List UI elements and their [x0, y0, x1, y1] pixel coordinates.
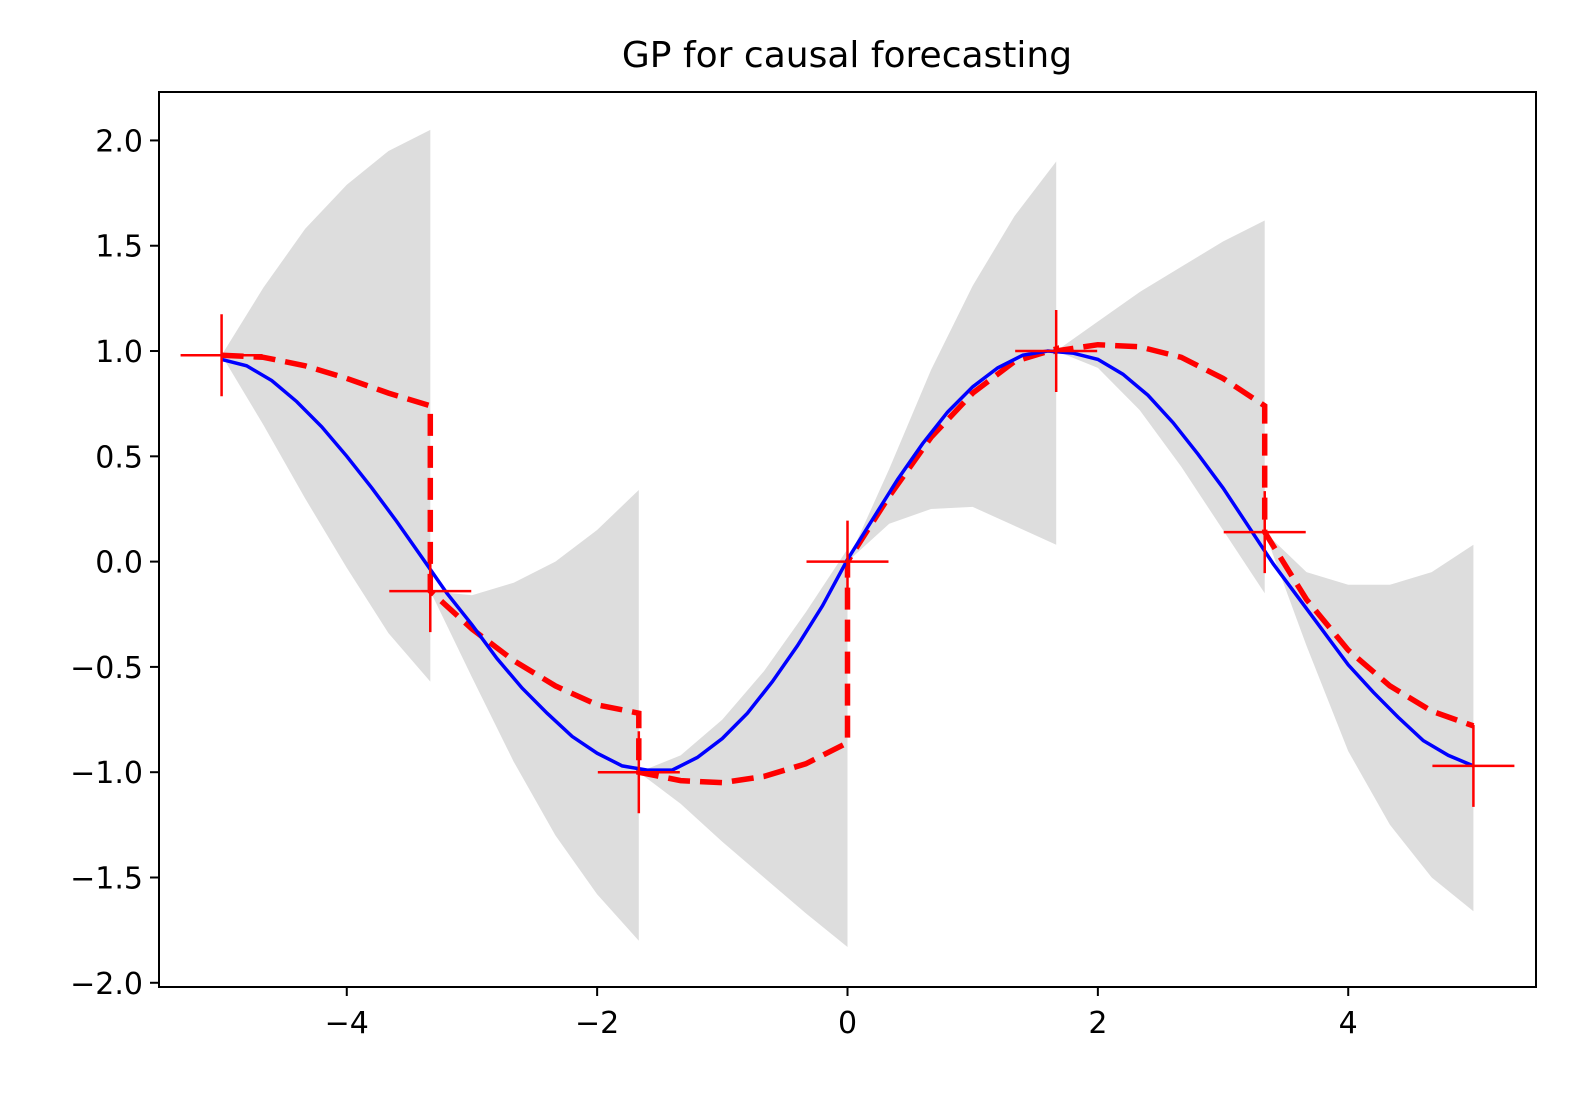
y-tick-label: 1.0 — [95, 335, 143, 370]
x-tick-label: 4 — [1339, 1006, 1358, 1041]
uncertainty-band-4 — [847, 161, 1057, 562]
y-tick-label: −1.0 — [70, 756, 143, 791]
x-tick-label: 0 — [838, 1006, 857, 1041]
observation-point — [1432, 724, 1515, 807]
x-tick-label: 2 — [1088, 1006, 1107, 1041]
uncertainty-bands — [221, 129, 1474, 947]
chart-title: GP for causal forecasting — [622, 35, 1072, 76]
uncertainty-band-1 — [221, 129, 431, 682]
y-tick-label: 0.0 — [95, 546, 143, 581]
observation-point — [1223, 491, 1306, 574]
observation-point — [1015, 310, 1098, 393]
observation-point — [597, 731, 680, 814]
y-tick-label: −0.5 — [70, 651, 143, 686]
uncertainty-band-2 — [430, 490, 639, 941]
y-tick-label: 1.5 — [95, 230, 143, 265]
x-tick-label: −2 — [575, 1006, 619, 1041]
observation-markers — [180, 310, 1515, 814]
uncertainty-band-6 — [1264, 532, 1474, 912]
observation-point — [806, 520, 889, 603]
observation-point — [180, 314, 263, 397]
y-tick-label: 2.0 — [95, 124, 143, 159]
y-tick-label: −1.5 — [70, 861, 143, 896]
x-tick-label: −4 — [325, 1006, 369, 1041]
y-tick-label: 0.5 — [95, 440, 143, 475]
y-tick-label: −2.0 — [70, 967, 143, 1002]
observation-point — [389, 550, 472, 633]
uncertainty-band-3 — [638, 549, 848, 947]
y-axis: 2.0 1.5 1.0 0.5 0.0 −0.5 −1.0 −1.5 −2.0 — [70, 124, 159, 1002]
x-axis: −4 −2 0 2 4 — [325, 987, 1358, 1041]
